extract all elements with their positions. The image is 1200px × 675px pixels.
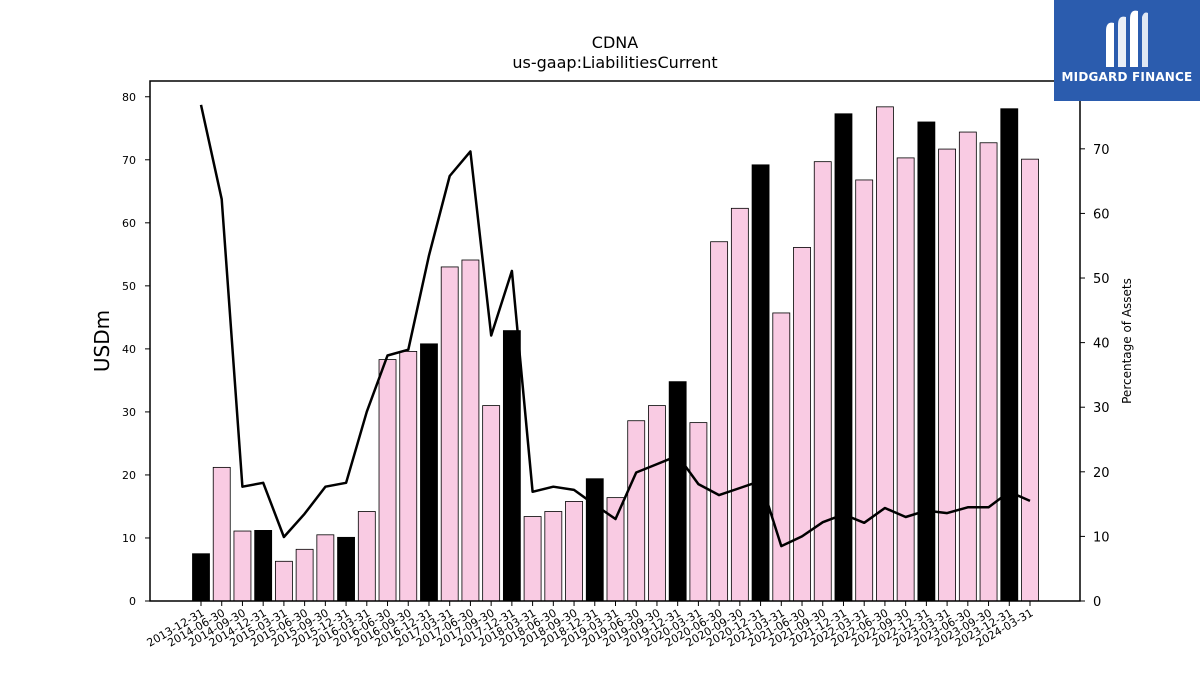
bar [337, 536, 355, 602]
logo-text: MIDGARD FINANCE [1061, 70, 1193, 84]
y2-tick-label: 20 [1093, 466, 1110, 481]
y-tick-label: 10 [122, 532, 136, 545]
y2-tick-label: 70 [1093, 143, 1110, 158]
bar [295, 548, 314, 602]
bar [378, 359, 397, 602]
bar [420, 343, 438, 602]
bar [772, 312, 791, 602]
y2-tick-label: 60 [1093, 207, 1110, 222]
y2-axis-label: Percentage of Assets [1120, 278, 1134, 404]
bar [192, 553, 210, 602]
bar [834, 113, 853, 602]
bar [399, 350, 418, 602]
bar [979, 142, 998, 602]
bar [1000, 108, 1019, 602]
bar [254, 530, 273, 602]
bars-group [192, 106, 1039, 602]
bar [502, 330, 521, 602]
bar [668, 381, 687, 602]
y-axis-label: USDm [90, 310, 114, 372]
bar [793, 246, 811, 602]
y2-tick-label: 0 [1093, 595, 1101, 610]
bar [896, 157, 915, 602]
y-tick-label: 30 [122, 406, 136, 419]
bar [917, 121, 936, 602]
bar [440, 266, 459, 602]
bar [523, 516, 542, 602]
y-tick-label: 60 [122, 217, 136, 230]
bar [730, 207, 749, 602]
bar [1021, 158, 1039, 602]
y2-tick-label: 30 [1093, 401, 1110, 416]
y2-tick-label: 50 [1093, 272, 1110, 287]
bar [316, 534, 335, 602]
bar [710, 241, 729, 602]
bar [938, 148, 956, 602]
logo-mark-icon [1106, 10, 1148, 67]
bar [274, 560, 293, 602]
y2-tick-label: 40 [1093, 337, 1110, 352]
bar [855, 179, 874, 602]
y-tick-label: 70 [122, 154, 136, 167]
bar [751, 164, 770, 602]
y-tick-label: 40 [122, 343, 136, 356]
axes-group: 010203040506070800102030405060702013-12-… [122, 80, 1110, 650]
bar [585, 478, 604, 602]
chart-subtitle: us-gaap:LiabilitiesCurrent [512, 53, 717, 72]
bar [876, 106, 894, 602]
bar [813, 161, 832, 602]
bar [482, 405, 501, 602]
bar [212, 466, 231, 602]
midgard-finance-logo: MIDGARD FINANCE [1054, 0, 1200, 101]
chart-title: CDNA [592, 33, 638, 52]
bar [544, 511, 563, 602]
bar [565, 501, 583, 602]
bar [606, 497, 625, 602]
y-tick-label: 50 [122, 280, 136, 293]
bar [648, 405, 666, 602]
bar [461, 259, 480, 602]
line-group [199, 104, 1031, 548]
bar [689, 422, 708, 602]
bar [233, 530, 252, 602]
bar [958, 131, 977, 602]
y-tick-label: 20 [122, 469, 136, 482]
y-tick-label: 0 [129, 595, 136, 608]
bar [627, 420, 646, 602]
bar [357, 511, 376, 602]
y-tick-label: 80 [122, 91, 136, 104]
percentage-line [199, 104, 1031, 548]
y2-tick-label: 10 [1093, 530, 1110, 545]
